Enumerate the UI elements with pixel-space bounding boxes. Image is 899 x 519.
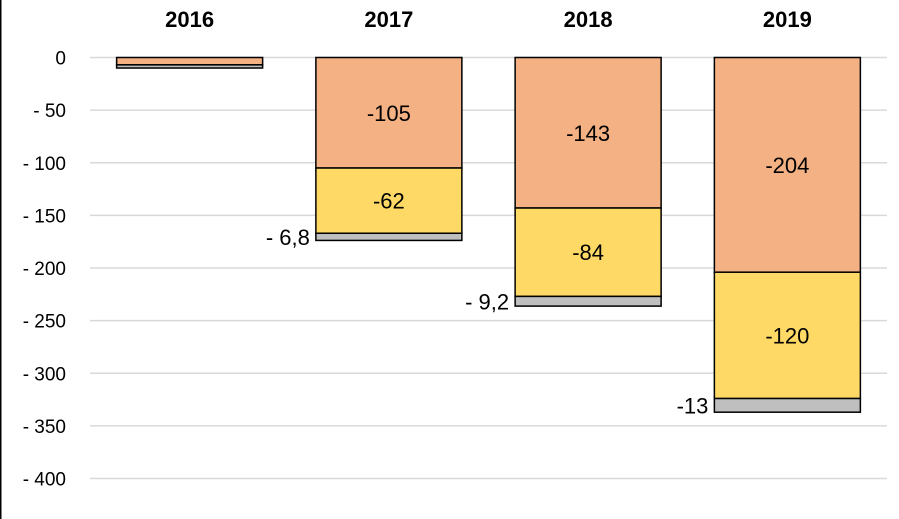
data-labels: -105 -62 - 6,8 -143 -84 - 9,2 -204 -120 -13	[266, 101, 810, 419]
y-tick-label: 0	[55, 49, 66, 70]
y-axis: 0 - 50 - 100 - 150 - 200 - 250 - 300 - 350 - 400	[23, 49, 66, 491]
data-label: -13	[677, 393, 709, 418]
data-label: -105	[367, 101, 411, 126]
y-tick-label: - 250	[23, 312, 66, 333]
bars	[115, 56, 862, 413]
category-label: 2016	[165, 7, 214, 32]
data-label: -204	[765, 153, 809, 178]
data-label: - 9,2	[465, 289, 509, 314]
y-tick-label: - 400	[23, 470, 66, 491]
bar-segment	[713, 271, 862, 400]
bar-segment	[514, 56, 662, 209]
bar-segment	[713, 56, 862, 273]
category-labels: 2016 2017 2018 2019	[165, 7, 812, 32]
y-tick-label: - 200	[23, 259, 66, 280]
bar-segment	[514, 207, 662, 298]
bar-segment	[115, 64, 264, 69]
data-label: -120	[765, 323, 809, 348]
y-tick-label: - 150	[23, 206, 66, 227]
bar-segment	[315, 232, 463, 242]
bar-segment	[713, 397, 862, 413]
y-tick-label: - 300	[23, 364, 66, 385]
y-tick-label: - 350	[23, 417, 66, 438]
data-label: -62	[373, 189, 405, 214]
data-label: - 6,8	[266, 225, 310, 250]
category-label: 2017	[364, 7, 413, 32]
data-label: -84	[572, 240, 604, 265]
y-tick-label: - 50	[33, 101, 66, 122]
category-label: 2018	[564, 7, 613, 32]
bar-segment	[514, 295, 662, 307]
y-tick-label: - 100	[23, 154, 66, 175]
category-label: 2019	[763, 7, 812, 32]
bar-segment	[115, 56, 264, 66]
data-label: -143	[566, 121, 610, 146]
